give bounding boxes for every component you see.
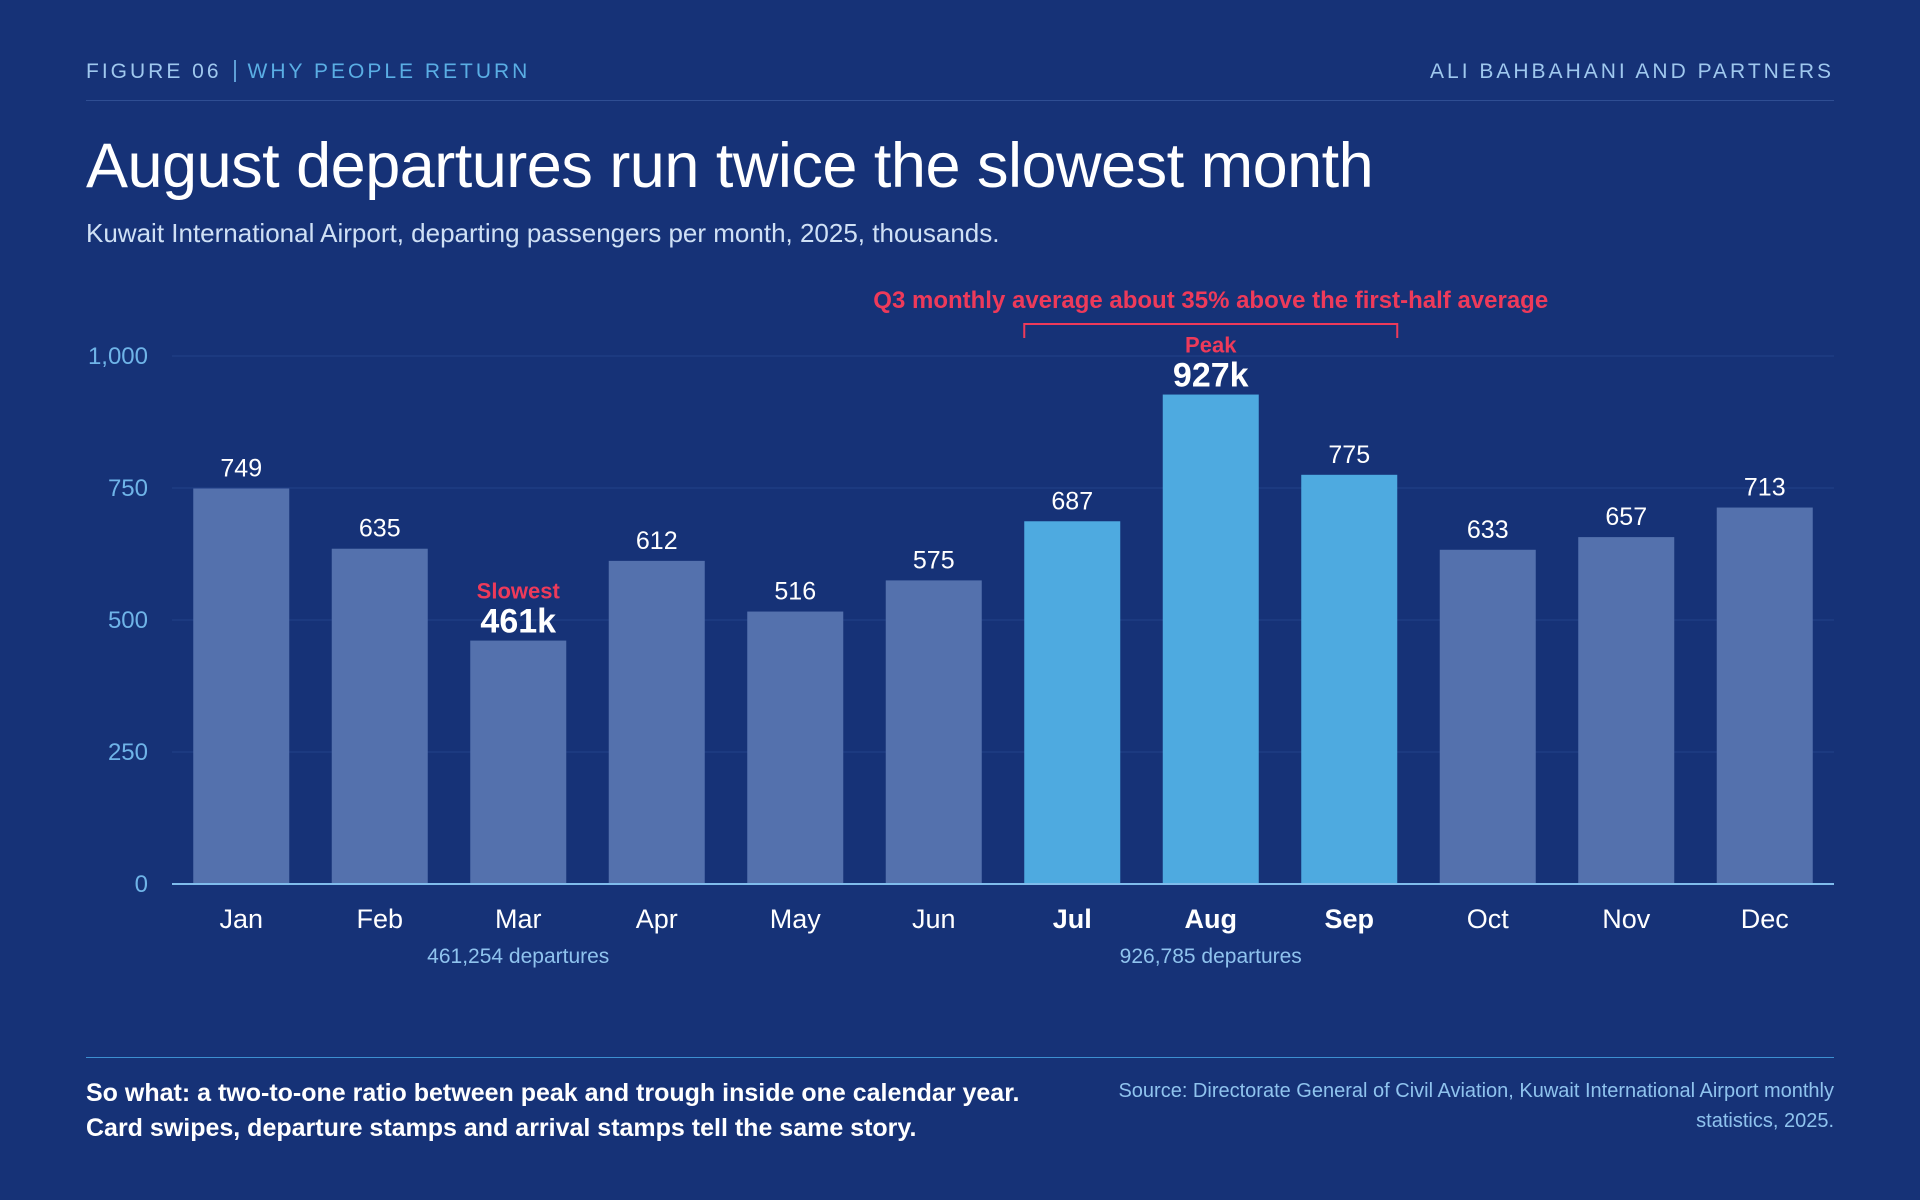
bar <box>1162 394 1259 884</box>
x-tick-label: Oct <box>1467 904 1510 934</box>
x-tick-label: Jul <box>1053 904 1092 934</box>
x-tick-label: Mar <box>495 904 542 934</box>
figure-label: FIGURE 06 WHY PEOPLE RETURN <box>86 60 530 84</box>
data-label: 516 <box>774 578 816 606</box>
bar <box>885 580 982 884</box>
data-label: 687 <box>1051 487 1093 515</box>
x-tick-label: Jun <box>912 904 956 934</box>
chart-title: August departures run twice the slowest … <box>86 131 1374 201</box>
x-tick-label: Aug <box>1185 904 1237 934</box>
y-tick-label: 750 <box>108 475 148 502</box>
footer-divider <box>86 1057 1834 1058</box>
x-tick-label: Apr <box>636 904 678 934</box>
bar <box>1301 474 1398 884</box>
bar <box>1439 549 1536 884</box>
x-tick-label: Nov <box>1602 904 1651 934</box>
annotation-detail: 926,785 departures <box>1120 945 1302 968</box>
organization-name: ALI BAHBAHANI AND PARTNERS <box>1430 60 1834 83</box>
data-label: 775 <box>1328 441 1370 469</box>
data-label: 635 <box>359 515 401 543</box>
y-tick-label: 500 <box>108 607 148 634</box>
figure-label-divider <box>233 60 236 82</box>
annotation-detail: 461,254 departures <box>427 945 609 968</box>
y-tick-label: 250 <box>108 739 148 766</box>
q3-bracket <box>1023 323 1399 338</box>
data-label: 657 <box>1605 503 1647 531</box>
x-tick-label: May <box>770 904 822 934</box>
data-label: 927k <box>1173 357 1249 395</box>
figure-number: FIGURE 06 <box>86 60 222 83</box>
figure-topic: WHY PEOPLE RETURN <box>247 60 531 83</box>
y-tick-label: 1,000 <box>88 343 148 370</box>
data-label: 749 <box>220 455 262 483</box>
x-tick-label: Feb <box>356 904 403 934</box>
source-note: Source: Directorate General of Civil Avi… <box>1118 1080 1834 1132</box>
y-tick-label: 0 <box>135 871 148 898</box>
bar <box>193 488 290 884</box>
annotation-tag: Slowest <box>477 579 561 604</box>
data-label: 461k <box>480 603 556 641</box>
annotation-tag: Peak <box>1185 333 1237 358</box>
x-tick-label: Sep <box>1324 904 1374 934</box>
bar <box>608 560 705 884</box>
so-what-note: So what: a two-to-one ratio between peak… <box>86 1079 1020 1142</box>
bar <box>1024 521 1121 884</box>
bar <box>1578 537 1675 884</box>
data-label: 713 <box>1744 474 1786 502</box>
bar <box>331 548 428 884</box>
x-tick-label: Dec <box>1741 904 1789 934</box>
data-label: 612 <box>636 527 678 555</box>
bracket-label: Q3 monthly average about 35% above the f… <box>873 287 1548 314</box>
data-label: 633 <box>1467 516 1509 544</box>
bar <box>470 640 567 884</box>
bar <box>1716 507 1813 884</box>
bar <box>747 611 844 884</box>
data-label: 575 <box>913 546 955 574</box>
x-tick-label: Jan <box>219 904 263 934</box>
chart-subtitle: Kuwait International Airport, departing … <box>86 218 1000 248</box>
figure-header: FIGURE 06 WHY PEOPLE RETURN ALI BAHBAHANI… <box>86 60 1834 101</box>
